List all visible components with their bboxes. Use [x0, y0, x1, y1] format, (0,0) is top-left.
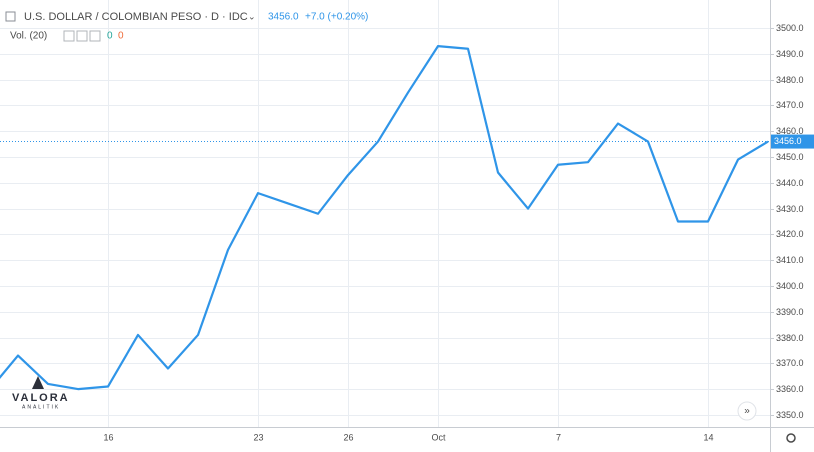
y-tick-label: 3390.0	[776, 307, 804, 317]
x-tick-label: Oct	[431, 432, 446, 442]
x-tick-label: 23	[253, 432, 263, 442]
scroll-button[interactable]	[737, 401, 757, 421]
collapse-icon[interactable]	[5, 11, 16, 22]
y-tick-label: 3410.0	[776, 255, 804, 265]
settings-button[interactable]	[76, 30, 88, 42]
scroll-icon[interactable]: »	[744, 406, 750, 417]
last-price: 3456.0	[268, 12, 299, 23]
close-button[interactable]	[89, 30, 101, 42]
volume-value: 0	[118, 31, 124, 42]
axes: 3350.0 3360.0 3370.0 3380.0 3390.0 3400.0 3410…	[103, 23, 803, 443]
symbol-title[interactable]: U.S. DOLLAR / COLOMBIAN PESO · D · IDC	[24, 11, 248, 23]
x-tick-label: 16	[103, 432, 113, 442]
y-tick-label: 3480.0	[776, 75, 804, 85]
last-price-tag-label: 3456.0	[774, 136, 802, 146]
y-tick-label: 3470.0	[776, 100, 804, 110]
logo-mark	[32, 376, 44, 389]
settings-icon[interactable]	[786, 433, 796, 443]
x-tick-label: 7	[556, 432, 561, 442]
y-tick-label: 3450.0	[776, 152, 804, 162]
volume-value: 0	[107, 31, 113, 42]
dropdown-caret[interactable]: ⌄	[248, 11, 256, 21]
y-tick-label: 3460.0	[776, 126, 804, 136]
indicator-buttons	[63, 30, 101, 42]
logo-sub: ANALITIK	[22, 404, 60, 410]
y-tick-label: 3360.0	[776, 384, 804, 394]
x-tick-label: 14	[703, 432, 713, 442]
last-price-tag	[771, 134, 814, 149]
logo-name: VALORA	[12, 392, 70, 404]
y-tick-label: 3420.0	[776, 229, 804, 239]
y-tick-label: 3400.0	[776, 281, 804, 291]
y-tick-label: 3350.0	[776, 410, 804, 420]
y-tick-label: 3500.0	[776, 23, 804, 33]
y-tick-label: 3490.0	[776, 49, 804, 59]
eye-button[interactable]	[63, 30, 75, 42]
y-tick-label: 3380.0	[776, 333, 804, 343]
price-change: +7.0 (+0.20%)	[305, 12, 368, 23]
volume-label: Vol. (20)	[10, 31, 47, 42]
grid	[0, 0, 770, 427]
y-tick-label: 3440.0	[776, 178, 804, 188]
x-tick-label: 26	[343, 432, 353, 442]
y-tick-label: 3430.0	[776, 204, 804, 214]
y-tick-label: 3370.0	[776, 358, 804, 368]
